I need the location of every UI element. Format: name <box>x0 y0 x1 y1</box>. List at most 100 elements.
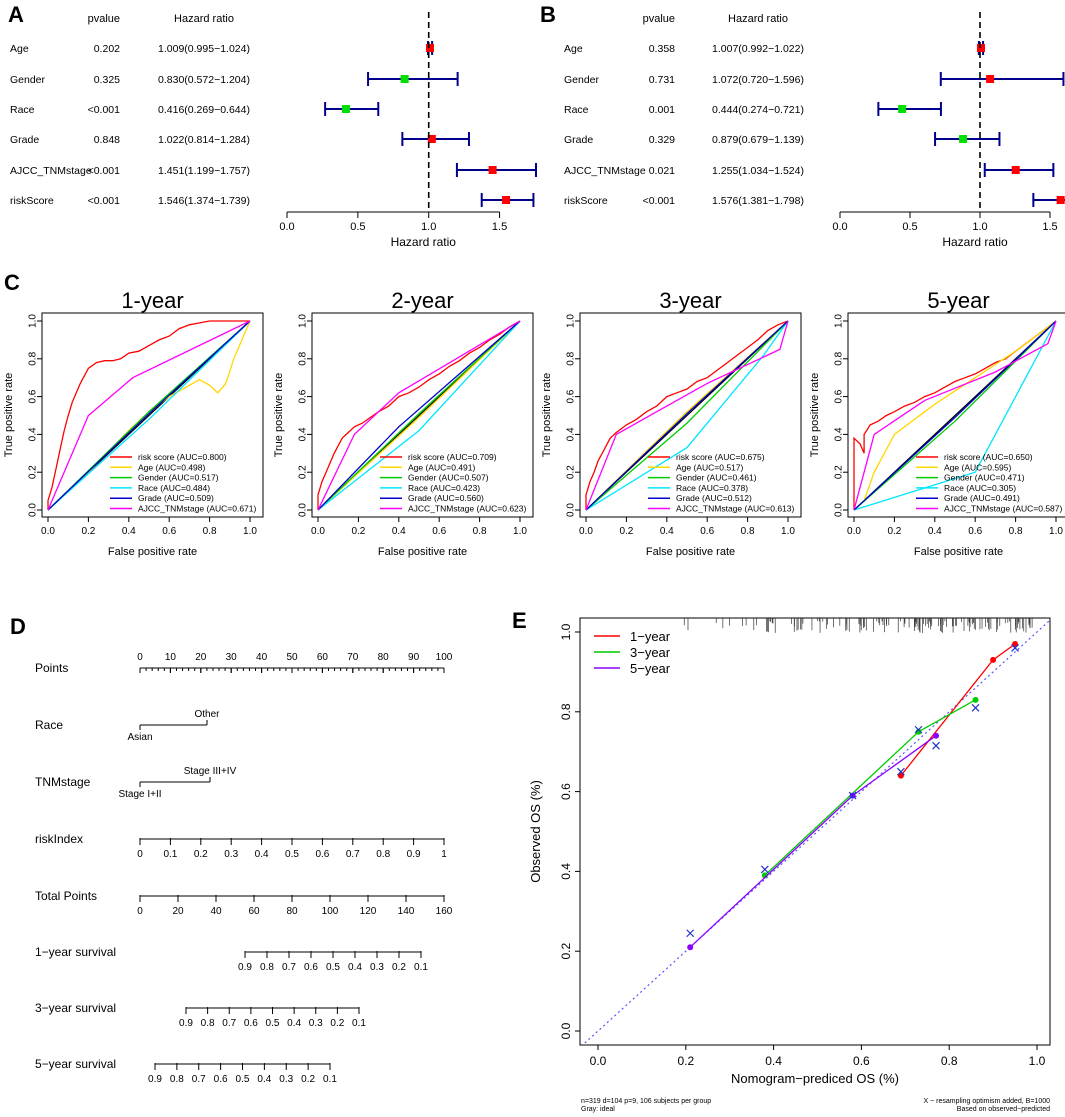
forest-pvalue: 0.001 <box>649 104 675 116</box>
legend-entry: risk score (AUC=0.650) <box>944 452 1033 462</box>
calibration-point <box>990 656 997 663</box>
corrected-marker <box>1011 644 1019 652</box>
x-axis-title: False positive rate <box>108 546 197 558</box>
legend-entry: Age (AUC=0.498) <box>138 462 205 472</box>
roc-curve <box>317 320 521 511</box>
x-tick-label: 0.4 <box>122 526 136 537</box>
roc-curve <box>853 320 1057 511</box>
panel-label-c: C <box>4 270 20 295</box>
calibration-point <box>933 732 940 739</box>
nomogram-tick-label: 0.8 <box>170 1074 184 1085</box>
nomogram-tick-label: 160 <box>436 906 453 917</box>
forest-pvalue: 0.329 <box>649 134 675 146</box>
roc-curve <box>853 320 1057 511</box>
forest-variable: Age <box>10 43 29 55</box>
forest-hr-text: 1.255(1.034−1.524) <box>712 165 804 177</box>
nomogram-tick-label: 0.6 <box>214 1074 228 1085</box>
roc-title: 3-year <box>659 288 721 313</box>
roc-frame <box>847 312 1065 518</box>
nomogram-tick-label: 0.1 <box>352 1018 366 1029</box>
legend-entry: risk score (AUC=0.675) <box>676 452 765 462</box>
nomogram-tick-label: 0.8 <box>376 849 390 860</box>
nomogram-tick-label: 0.5 <box>236 1074 250 1085</box>
forest-pvalue: 0.325 <box>94 74 120 86</box>
legend-entry: Race (AUC=0.378) <box>676 483 748 493</box>
corrected-marker <box>932 741 940 750</box>
forest-hr-text: 0.830(0.572−1.204) <box>158 74 250 86</box>
x-axis-title: Hazard ratio <box>391 235 457 249</box>
x-tick-label: 0.8 <box>1009 526 1023 537</box>
forest-pvalue: 0.021 <box>649 165 675 177</box>
forest-pvalue: <0.001 <box>88 104 121 116</box>
nomogram-tick-label: 90 <box>408 652 420 663</box>
y-axis-title: True positive rate <box>273 373 285 458</box>
forest-hr-text: 1.451(1.199−1.757) <box>158 165 250 177</box>
x-tick-label: 0.6 <box>162 526 176 537</box>
y-tick-label: 0.4 <box>298 427 309 441</box>
nomogram-tick-label: 0.7 <box>192 1074 206 1085</box>
roc-curve <box>585 320 789 511</box>
x-tick-label: 0.6 <box>432 526 446 537</box>
legend-entry: Age (AUC=0.595) <box>944 462 1011 472</box>
nomogram-tick-label: 1 <box>441 849 447 860</box>
y-tick-label: 0.8 <box>834 351 845 365</box>
forest-hr-text: 1.072(0.720−1.596) <box>712 74 804 86</box>
forest-pvalue: 0.731 <box>649 74 675 86</box>
nomogram-tick-label: 20 <box>195 652 207 663</box>
x-tick-label: 1.0 <box>513 526 527 537</box>
x-tick-label: 0.0 <box>41 526 55 537</box>
legend-entry: Race (AUC=0.305) <box>944 483 1016 493</box>
nomogram-tick-label: 0.9 <box>238 962 252 973</box>
x-tick-label: 0.8 <box>473 526 487 537</box>
x-tick-label: 0.0 <box>579 526 593 537</box>
y-tick-label: 0.6 <box>559 783 573 800</box>
x-axis-title: Hazard ratio <box>942 235 1008 249</box>
nomogram-tick-label: 0.8 <box>260 962 274 973</box>
forest-hr-text: 1.007(0.992−1.022) <box>712 43 804 55</box>
x-tick-label: 0.6 <box>853 1054 870 1068</box>
roc-curve <box>585 320 789 511</box>
calibration-point <box>972 696 979 703</box>
nomogram-category: Stage I+II <box>118 789 161 800</box>
y-tick-label: 0.8 <box>28 351 39 365</box>
forest-variable: Race <box>10 104 35 116</box>
forest-hr-text: 1.576(1.381−1.798) <box>712 195 804 207</box>
roc-frame <box>41 312 264 518</box>
forest-pvalue: <0.001 <box>643 195 676 207</box>
nomogram-tick-label: 80 <box>286 906 298 917</box>
x-tick-label: 0.0 <box>311 526 325 537</box>
hr-point <box>898 105 907 113</box>
nomogram-tick-label: 0.9 <box>148 1074 162 1085</box>
y-tick-label: 0.2 <box>28 465 39 479</box>
hr-point <box>976 44 985 52</box>
x-tick-label: 0.2 <box>677 1054 694 1068</box>
rug-plot <box>683 618 1033 633</box>
roc-curve <box>317 320 521 511</box>
x-tick-label: 1.0 <box>1049 526 1063 537</box>
forest-pvalue: <0.001 <box>88 165 121 177</box>
nomogram-tick-label: 0.3 <box>224 849 238 860</box>
forest-variable: Grade <box>10 134 39 146</box>
legend-entry: Age (AUC=0.491) <box>408 462 475 472</box>
forest-variable: Race <box>564 104 589 116</box>
nomogram-tick-label: 20 <box>172 906 184 917</box>
nomogram-row-label: 1−year survival <box>35 945 116 959</box>
hr-point <box>986 75 995 83</box>
forest-hr-text: 1.009(0.995−1.024) <box>158 43 250 55</box>
hr-point <box>488 166 497 174</box>
calibration-point <box>897 772 904 779</box>
nomogram-row-label: Points <box>35 661 68 675</box>
nomogram-tick-label: 0.6 <box>244 1018 258 1029</box>
panel-label-d: D <box>10 614 26 639</box>
nomogram-tick-label: 0.1 <box>163 849 177 860</box>
x-tick-label: 0.4 <box>928 526 942 537</box>
roc-curve <box>47 320 250 510</box>
calibration-frame <box>579 617 1051 1046</box>
legend-entry: Grade (AUC=0.560) <box>408 493 484 503</box>
x-tick-label: 0.0 <box>832 221 847 233</box>
y-tick-label: 0.2 <box>834 465 845 479</box>
panel-label-b: B <box>540 2 556 27</box>
y-axis-title: True positive rate <box>809 373 821 458</box>
hr-point <box>425 44 434 52</box>
x-tick-label: 1.0 <box>421 221 436 233</box>
